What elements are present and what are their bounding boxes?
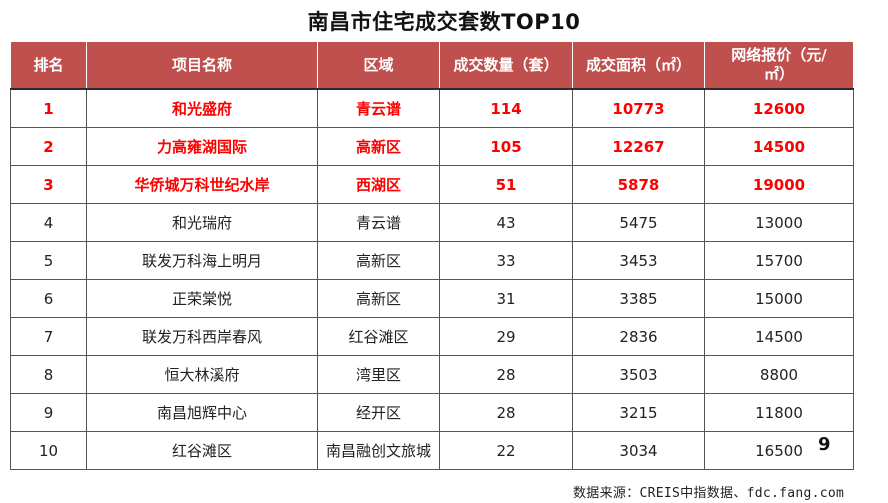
cell-project: 联发万科西岸春风 (86, 317, 318, 356)
cell-price: 12600 (704, 88, 854, 128)
table-row: 10 红谷滩区 南昌融创文旅城 22 3034 16500 (10, 431, 854, 470)
cell-units: 28 (439, 355, 573, 394)
cell-rank: 8 (10, 355, 87, 394)
cell-project: 和光盛府 (86, 88, 318, 128)
table-row: 4 和光瑞府 青云谱 43 5475 13000 (10, 203, 854, 242)
cell-district: 红谷滩区 (317, 317, 440, 356)
cell-rank: 5 (10, 241, 87, 280)
cell-project: 和光瑞府 (86, 203, 318, 242)
cell-price: 19000 (704, 165, 854, 204)
cell-units: 105 (439, 127, 573, 166)
cell-district: 高新区 (317, 279, 440, 318)
cell-area: 5475 (572, 203, 705, 242)
header-row: 排名 项目名称 区域 成交数量（套） 成交面积（㎡） 网络报价（元/㎡） (10, 41, 854, 90)
cell-units: 43 (439, 203, 573, 242)
cell-price: 11800 (704, 393, 854, 432)
cell-price: 14500 (704, 317, 854, 356)
cell-price: 13000 (704, 203, 854, 242)
cell-area: 3034 (572, 431, 705, 470)
cell-units: 51 (439, 165, 573, 204)
cell-price: 15000 (704, 279, 854, 318)
table-title: 南昌市住宅成交套数TOP10 (307, 10, 581, 34)
cell-price: 8800 (704, 355, 854, 394)
page-number: 9 (818, 434, 831, 455)
cell-district: 湾里区 (317, 355, 440, 394)
cell-district: 南昌融创文旅城 (317, 431, 440, 470)
cell-units: 33 (439, 241, 573, 280)
cell-area: 5878 (572, 165, 705, 204)
ranking-table: 排名 项目名称 区域 成交数量（套） 成交面积（㎡） 网络报价（元/㎡） 1 和光… (10, 41, 854, 470)
cell-project: 红谷滩区 (86, 431, 318, 470)
header-district: 区域 (317, 41, 440, 90)
source-note: 数据来源：CREIS中指数据、fdc.fang.com (573, 486, 845, 501)
table-body: 1 和光盛府 青云谱 114 10773 12600 2 力高雍湖国际 高新区 105 12267 1… (10, 88, 854, 470)
header-project: 项目名称 (86, 41, 318, 90)
cell-rank: 3 (10, 165, 87, 204)
cell-project: 正荣棠悦 (86, 279, 318, 318)
cell-district: 青云谱 (317, 203, 440, 242)
cell-rank: 10 (10, 431, 87, 470)
cell-price: 14500 (704, 127, 854, 166)
cell-rank: 7 (10, 317, 87, 356)
cell-rank: 2 (10, 127, 87, 166)
table-row: 6 正荣棠悦 高新区 31 3385 15000 (10, 279, 854, 318)
header-price: 网络报价（元/㎡） (704, 41, 854, 90)
cell-area: 3503 (572, 355, 705, 394)
table-row: 9 南昌旭辉中心 经开区 28 3215 11800 (10, 393, 854, 432)
table-row: 7 联发万科西岸春风 红谷滩区 29 2836 14500 (10, 317, 854, 356)
cell-units: 31 (439, 279, 573, 318)
header-rank: 排名 (10, 41, 87, 90)
cell-district: 高新区 (317, 127, 440, 166)
cell-district: 西湖区 (317, 165, 440, 204)
cell-units: 28 (439, 393, 573, 432)
table-row: 8 恒大林溪府 湾里区 28 3503 8800 (10, 355, 854, 394)
cell-rank: 4 (10, 203, 87, 242)
header-area: 成交面积（㎡） (572, 41, 705, 90)
cell-price: 15700 (704, 241, 854, 280)
cell-district: 经开区 (317, 393, 440, 432)
cell-units: 29 (439, 317, 573, 356)
cell-rank: 1 (10, 88, 87, 128)
cell-area: 2836 (572, 317, 705, 356)
cell-area: 12267 (572, 127, 705, 166)
cell-project: 恒大林溪府 (86, 355, 318, 394)
cell-district: 青云谱 (317, 88, 440, 128)
cell-project: 华侨城万科世纪水岸 (86, 165, 318, 204)
cell-area: 3215 (572, 393, 705, 432)
header-units: 成交数量（套） (439, 41, 573, 90)
cell-area: 10773 (572, 88, 705, 128)
cell-area: 3385 (572, 279, 705, 318)
cell-district: 高新区 (317, 241, 440, 280)
table-row: 3 华侨城万科世纪水岸 西湖区 51 5878 19000 (10, 165, 854, 204)
table-row: 5 联发万科海上明月 高新区 33 3453 15700 (10, 241, 854, 280)
cell-project: 力高雍湖国际 (86, 127, 318, 166)
cell-price: 16500 (704, 431, 854, 470)
table-row: 2 力高雍湖国际 高新区 105 12267 14500 (10, 127, 854, 166)
cell-units: 114 (439, 88, 573, 128)
table-row: 1 和光盛府 青云谱 114 10773 12600 (10, 88, 854, 128)
cell-rank: 9 (10, 393, 87, 432)
cell-area: 3453 (572, 241, 705, 280)
cell-units: 22 (439, 431, 573, 470)
cell-project: 南昌旭辉中心 (86, 393, 318, 432)
cell-project: 联发万科海上明月 (86, 241, 318, 280)
cell-rank: 6 (10, 279, 87, 318)
